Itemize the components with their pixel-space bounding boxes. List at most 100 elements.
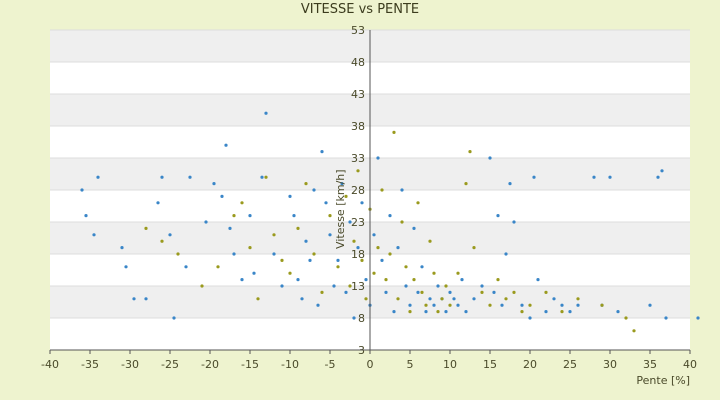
data-point-series-1 [96, 175, 100, 179]
data-point-series-1 [656, 175, 660, 179]
x-tick-label: 35 [643, 358, 657, 371]
data-point-series-2 [272, 233, 276, 237]
x-tick-label: 25 [563, 358, 577, 371]
chart-title: VITESSE vs PENTE [300, 2, 420, 17]
data-point-series-2 [376, 246, 380, 250]
data-point-series-1 [444, 310, 448, 314]
data-point-series-2 [264, 175, 268, 179]
y-tick-label: 48 [351, 56, 365, 69]
data-point-series-2 [632, 329, 636, 333]
data-point-series-1 [328, 233, 332, 237]
data-point-series-1 [508, 182, 512, 186]
data-point-series-1 [648, 303, 652, 307]
data-point-series-2 [412, 278, 416, 282]
data-point-series-2 [436, 310, 440, 314]
data-point-series-1 [312, 188, 316, 192]
data-point-series-2 [176, 252, 180, 256]
data-point-series-1 [132, 297, 136, 301]
data-point-series-1 [480, 284, 484, 288]
data-point-series-1 [160, 175, 164, 179]
data-point-series-2 [248, 246, 252, 250]
data-point-series-2 [256, 297, 260, 301]
x-tick-label: -35 [81, 358, 99, 371]
data-point-series-2 [544, 290, 548, 294]
data-point-series-2 [372, 271, 376, 275]
y-tick-label: 38 [351, 120, 365, 133]
data-point-series-1 [660, 169, 664, 173]
data-point-series-1 [188, 175, 192, 179]
y-axis-label: Vitesse [km/h] [334, 169, 347, 249]
data-point-series-1 [212, 182, 216, 186]
data-point-series-1 [400, 188, 404, 192]
data-point-series-1 [432, 303, 436, 307]
data-point-series-1 [288, 194, 292, 198]
data-point-series-2 [480, 290, 484, 294]
data-point-series-2 [200, 284, 204, 288]
data-point-series-1 [388, 214, 392, 218]
data-point-series-1 [336, 258, 340, 262]
data-point-series-1 [532, 175, 536, 179]
data-point-series-2 [336, 265, 340, 269]
x-tick-label: 5 [407, 358, 414, 371]
data-point-series-1 [500, 303, 504, 307]
y-tick-label: 33 [351, 152, 365, 165]
data-point-series-2 [560, 310, 564, 314]
data-point-series-1 [296, 278, 300, 282]
data-point-series-2 [444, 284, 448, 288]
data-point-series-1 [412, 226, 416, 230]
data-point-series-2 [392, 130, 396, 134]
data-point-series-2 [504, 297, 508, 301]
data-point-series-1 [456, 303, 460, 307]
y-tick-label: 13 [351, 280, 365, 293]
data-point-series-1 [448, 290, 452, 294]
data-point-series-1 [380, 258, 384, 262]
data-point-series-1 [340, 182, 344, 186]
data-point-series-1 [92, 233, 96, 237]
data-point-series-1 [280, 284, 284, 288]
data-point-series-2 [440, 297, 444, 301]
data-point-series-2 [296, 226, 300, 230]
data-point-series-1 [520, 303, 524, 307]
data-point-series-1 [360, 201, 364, 205]
data-point-series-2 [600, 303, 604, 307]
data-point-series-1 [224, 143, 228, 147]
data-point-series-2 [488, 303, 492, 307]
data-point-series-1 [352, 316, 356, 320]
data-point-series-1 [696, 316, 700, 320]
data-point-series-1 [616, 310, 620, 314]
data-point-series-1 [144, 297, 148, 301]
x-axis-label: Pente [%] [636, 374, 690, 387]
data-point-series-1 [184, 265, 188, 269]
data-point-series-2 [216, 265, 220, 269]
data-point-series-1 [272, 252, 276, 256]
data-point-series-2 [388, 252, 392, 256]
data-point-series-1 [536, 278, 540, 282]
data-point-series-2 [280, 258, 284, 262]
x-tick-label: -25 [161, 358, 179, 371]
data-point-series-2 [408, 310, 412, 314]
data-point-series-2 [328, 214, 332, 218]
data-point-series-1 [492, 290, 496, 294]
data-point-series-1 [384, 290, 388, 294]
data-point-series-2 [456, 271, 460, 275]
data-point-series-1 [168, 233, 172, 237]
data-point-series-1 [356, 246, 360, 250]
data-point-series-1 [292, 214, 296, 218]
data-point-series-1 [424, 310, 428, 314]
x-tick-label: 0 [367, 358, 374, 371]
data-point-series-1 [348, 220, 352, 224]
x-tick-label: 15 [483, 358, 497, 371]
data-point-series-2 [240, 201, 244, 205]
y-tick-label: 28 [351, 184, 365, 197]
data-point-series-2 [160, 239, 164, 243]
x-tick-label: -5 [325, 358, 336, 371]
data-point-series-1 [324, 201, 328, 205]
data-point-series-1 [472, 297, 476, 301]
data-point-series-1 [528, 316, 532, 320]
data-point-series-1 [560, 303, 564, 307]
data-point-series-2 [432, 271, 436, 275]
data-point-series-1 [460, 278, 464, 282]
x-tick-label: 30 [603, 358, 617, 371]
data-point-series-1 [232, 252, 236, 256]
